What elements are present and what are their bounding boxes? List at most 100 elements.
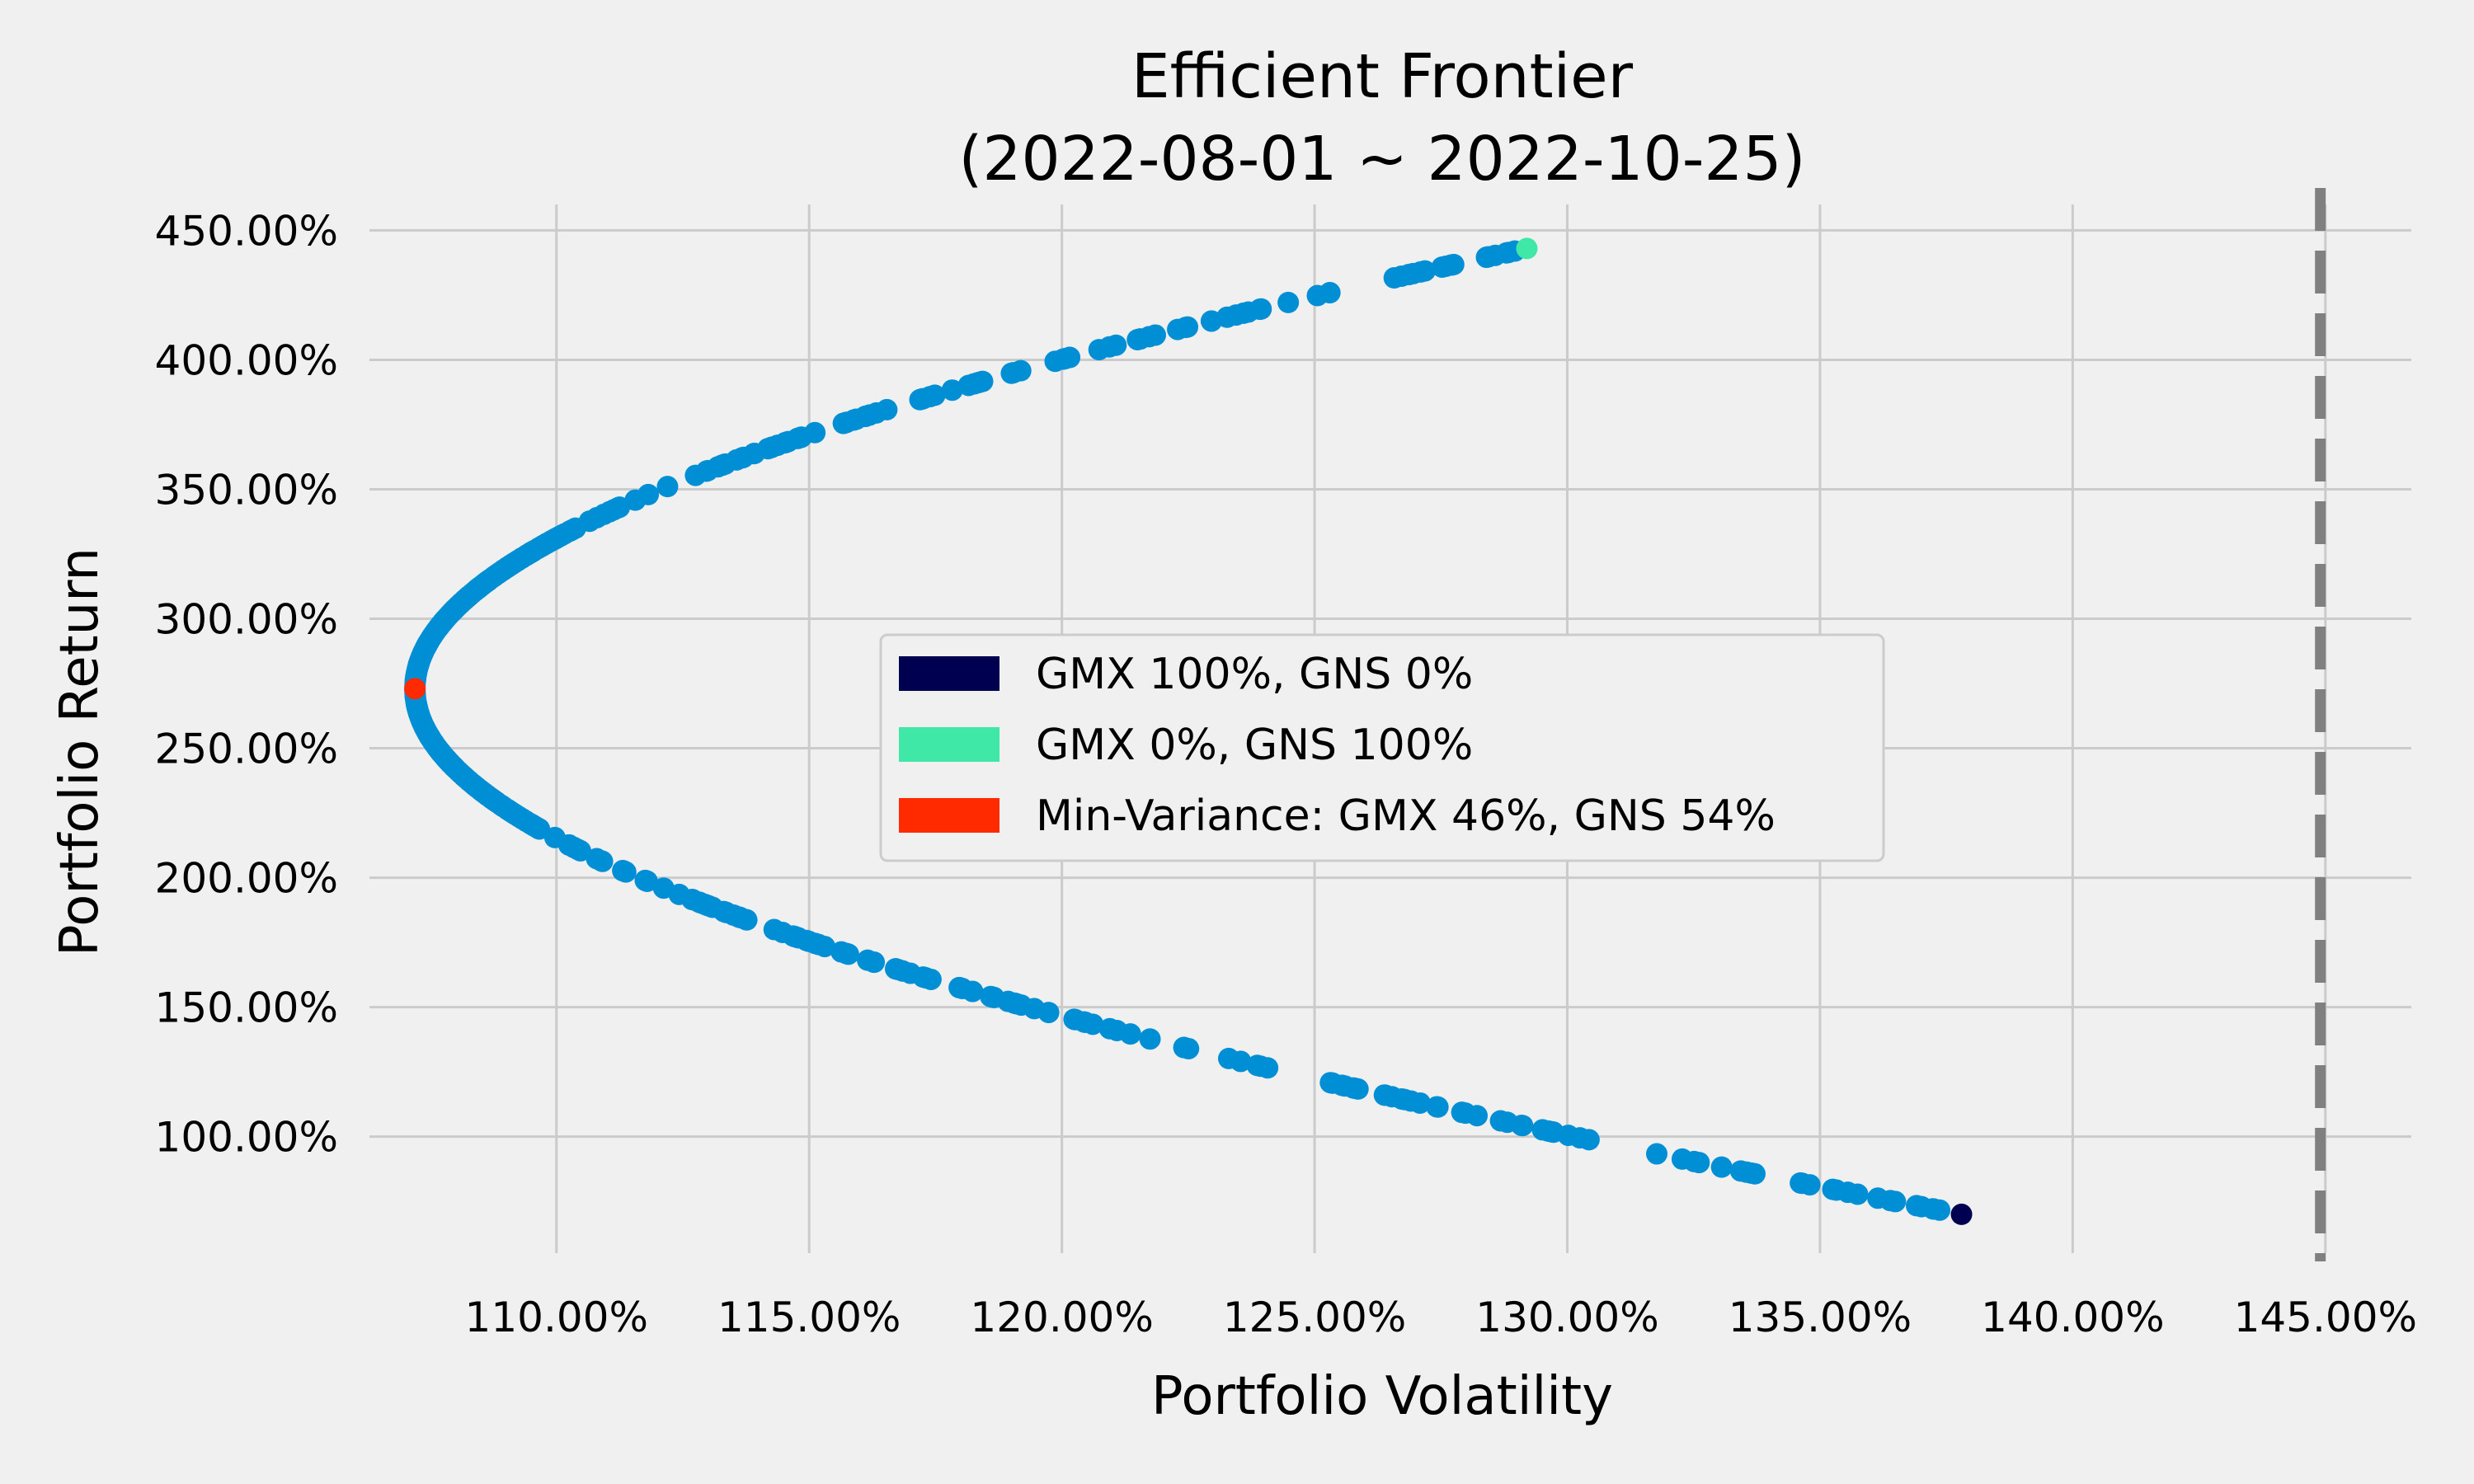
frontier-point [836, 943, 858, 965]
frontier-point [744, 442, 766, 464]
frontier-point [1105, 334, 1127, 356]
y-tick-label: 300.00% [155, 596, 338, 644]
frontier-point [1119, 1023, 1141, 1045]
y-tick-labels: 100.00% 150.00% 200.00% 250.00% 300.00% 350.0… [155, 207, 338, 1161]
frontier-points [404, 240, 1951, 1221]
frontier-point [763, 918, 785, 941]
x-tick-label: 140.00% [1981, 1294, 2164, 1341]
y-tick-label: 100.00% [155, 1114, 338, 1162]
frontier-point [1010, 994, 1032, 1017]
y-axis-label: Portfolio Return [49, 547, 111, 956]
frontier-point [1557, 1125, 1579, 1147]
frontier-point [1646, 1143, 1668, 1165]
frontier-point [1167, 318, 1189, 340]
frontier-point [980, 985, 1002, 1007]
frontier-point [1390, 1087, 1413, 1110]
x-tick-labels: 110.00% 115.00% 120.00% 125.00% 130.00% 135.0… [465, 1294, 2418, 1341]
frontier-point [1374, 1084, 1396, 1106]
x-tick-label: 120.00% [970, 1294, 1153, 1341]
frontier-point [1073, 1011, 1095, 1033]
y-tick-label: 450.00% [155, 207, 338, 255]
frontier-point [637, 483, 660, 505]
frontier-point [912, 387, 934, 410]
frontier-point [795, 929, 817, 951]
legend-swatch-gns-100 [899, 727, 999, 762]
chart-title-line1: Efficient Frontier [1131, 41, 1634, 112]
frontier-point [593, 503, 615, 525]
frontier-point [698, 895, 720, 917]
frontier-point [1710, 1156, 1733, 1178]
frontier-point [814, 936, 836, 958]
legend-label-min-variance: Min-Variance: GMX 46%, GNS 54% [1036, 791, 1776, 841]
frontier-point [835, 411, 858, 434]
frontier-point [1688, 1152, 1710, 1174]
frontier-point [1277, 291, 1300, 313]
legend-label-gmx-100: GMX 100%, GNS 0% [1036, 650, 1473, 699]
frontier-point [1867, 1187, 1889, 1209]
legend: GMX 100%, GNS 0% GMX 0%, GNS 100% Min-Va… [879, 633, 1885, 862]
gns-100-point [1516, 237, 1538, 260]
x-axis-label: Portfolio Volatility [1151, 1366, 1613, 1427]
frontier-point [1790, 1172, 1812, 1194]
y-tick-label: 200.00% [155, 855, 338, 903]
frontier-point [1413, 260, 1436, 282]
frontier-point [1671, 1148, 1693, 1170]
frontier-point [591, 850, 614, 872]
x-tick-label: 110.00% [465, 1294, 648, 1341]
x-tick-label: 145.00% [2234, 1294, 2417, 1341]
frontier-point [1306, 284, 1329, 307]
y-tick-label: 350.00% [155, 466, 338, 514]
frontier-point [1129, 328, 1151, 350]
frontier-point [1884, 1190, 1907, 1213]
frontier-point [1578, 1129, 1600, 1151]
frontier-point [1139, 1028, 1161, 1050]
frontier-point [656, 476, 679, 498]
x-tick-label: 135.00% [1729, 1294, 1912, 1341]
frontier-point [540, 530, 562, 552]
highlighted-points [404, 237, 1973, 1225]
frontier-point [1846, 1183, 1869, 1205]
frontier-point [1435, 255, 1457, 277]
frontier-point [636, 870, 658, 892]
frontier-point [1822, 1178, 1844, 1200]
frontier-point [1217, 1047, 1239, 1069]
frontier-point [1249, 298, 1271, 321]
frontier-point [1347, 1078, 1369, 1100]
y-tick-label: 250.00% [155, 726, 338, 773]
frontier-point [941, 379, 963, 402]
frontier-point [557, 834, 580, 856]
frontier-point [1059, 346, 1081, 369]
frontier-point [1512, 1115, 1534, 1137]
legend-box [879, 633, 1885, 862]
frontier-point [1178, 1037, 1200, 1059]
frontier-point [681, 888, 703, 910]
x-tick-label: 125.00% [1223, 1294, 1406, 1341]
frontier-point [891, 960, 913, 982]
frontier-point [1454, 1102, 1476, 1125]
y-tick-label: 150.00% [155, 984, 338, 1032]
gmx-100-point [1950, 1203, 1973, 1225]
frontier-point [1911, 1195, 1933, 1218]
frontier-point [612, 860, 634, 882]
frontier-point [915, 967, 937, 989]
frontier-point [1257, 1057, 1279, 1079]
frontier-point [1088, 339, 1110, 361]
y-tick-label: 400.00% [155, 336, 338, 384]
frontier-point [962, 980, 984, 1003]
frontier-point [1427, 1096, 1449, 1118]
frontier-point [804, 421, 826, 444]
legend-label-gns-100: GMX 0%, GNS 100% [1036, 721, 1473, 770]
frontier-point [1200, 310, 1222, 332]
frontier-point [1729, 1160, 1752, 1182]
frontier-point [1484, 244, 1507, 266]
frontier-point [876, 398, 898, 420]
frontier-point [684, 464, 707, 486]
frontier-point [1009, 359, 1032, 382]
frontier-point [788, 427, 810, 449]
chart-title-line2: (2022-08-01 ~ 2022-10-25) [959, 124, 1806, 195]
frontier-point [863, 951, 885, 973]
frontier-point [760, 436, 783, 458]
frontier-point [1321, 1072, 1343, 1094]
frontier-point [707, 456, 729, 478]
